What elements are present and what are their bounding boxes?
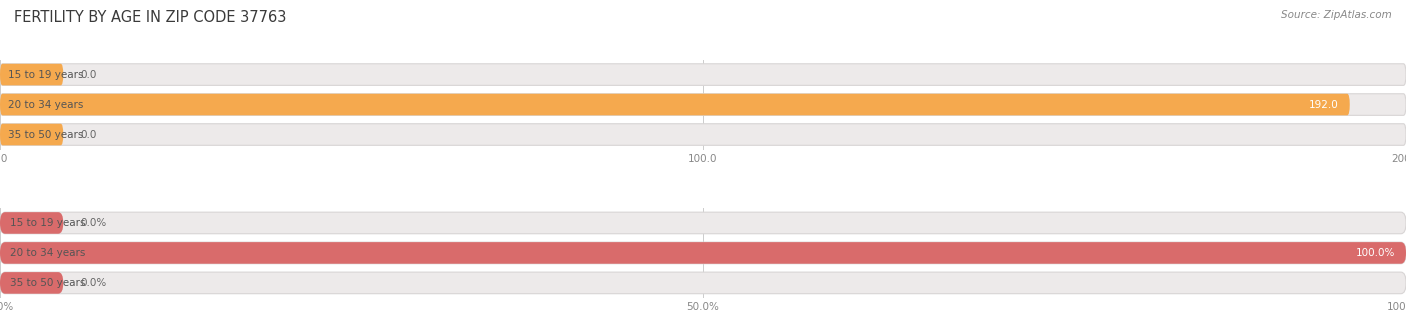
Text: 0.0: 0.0	[80, 129, 97, 140]
FancyBboxPatch shape	[0, 124, 63, 145]
FancyBboxPatch shape	[0, 272, 63, 294]
FancyBboxPatch shape	[0, 212, 1406, 234]
FancyBboxPatch shape	[0, 64, 1406, 85]
Text: 100.0%: 100.0%	[1355, 248, 1395, 258]
Text: 20 to 34 years: 20 to 34 years	[8, 100, 84, 110]
Text: 35 to 50 years: 35 to 50 years	[8, 129, 84, 140]
FancyBboxPatch shape	[0, 242, 1406, 264]
Text: 35 to 50 years: 35 to 50 years	[10, 278, 84, 288]
FancyBboxPatch shape	[0, 94, 1350, 115]
Text: Source: ZipAtlas.com: Source: ZipAtlas.com	[1281, 10, 1392, 20]
FancyBboxPatch shape	[0, 94, 1406, 115]
Text: 20 to 34 years: 20 to 34 years	[10, 248, 84, 258]
Text: 192.0: 192.0	[1309, 100, 1339, 110]
Text: 15 to 19 years: 15 to 19 years	[10, 218, 84, 228]
Text: FERTILITY BY AGE IN ZIP CODE 37763: FERTILITY BY AGE IN ZIP CODE 37763	[14, 10, 287, 25]
Text: 0.0%: 0.0%	[80, 218, 107, 228]
FancyBboxPatch shape	[0, 242, 1406, 264]
Text: 0.0%: 0.0%	[80, 278, 107, 288]
FancyBboxPatch shape	[0, 272, 1406, 294]
Text: 15 to 19 years: 15 to 19 years	[8, 70, 84, 79]
Text: 0.0: 0.0	[80, 70, 97, 79]
FancyBboxPatch shape	[0, 212, 63, 234]
FancyBboxPatch shape	[0, 64, 63, 85]
FancyBboxPatch shape	[0, 124, 1406, 145]
